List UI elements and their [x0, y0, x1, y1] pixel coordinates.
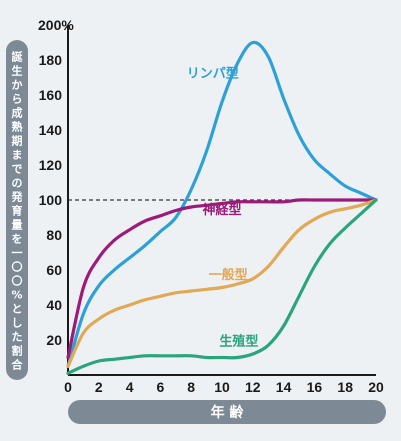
series-line-reproductive	[66, 198, 378, 375]
y-tick-label: 60	[46, 262, 62, 278]
y-axis-label-char: 成	[12, 106, 23, 120]
y-axis-label-char: %	[11, 289, 22, 302]
x-tick-label: 20	[368, 379, 384, 395]
x-tick-label: 10	[214, 379, 230, 395]
x-tick-label: 4	[126, 379, 134, 395]
y-tick-label: 20	[46, 332, 62, 348]
x-tick-label: 0	[64, 379, 72, 395]
series-line-neural	[66, 198, 378, 360]
x-tick-label: 14	[276, 379, 292, 395]
y-axis-label-char: 誕	[12, 50, 23, 64]
series-lines	[66, 40, 378, 375]
y-axis-label-char: 一	[12, 247, 23, 260]
x-ticks: 0 2 4 6 8 10 12 14 16 18 20	[64, 379, 384, 395]
x-tick-label: 2	[95, 379, 103, 395]
series-line-lymphatic	[66, 40, 378, 368]
y-axis-label-pill	[6, 40, 28, 380]
y-axis-label-char: た	[12, 331, 23, 344]
x-tick-label: 18	[337, 379, 353, 395]
y-tick-label: 80	[46, 227, 62, 243]
y-axis-label-char: を	[12, 233, 23, 246]
y-axis-label-char: 〇	[12, 260, 23, 274]
x-tick-label: 8	[187, 379, 195, 395]
y-tick-label: 100	[39, 192, 63, 208]
y-axis-label-char: で	[12, 163, 23, 176]
y-axis-label-char: 〇	[12, 274, 23, 288]
y-axis-label-char: か	[12, 79, 23, 92]
x-tick-label: 16	[307, 379, 323, 395]
y-tick-label: 140	[39, 122, 63, 138]
y-axis-label-char: 熟	[12, 120, 23, 134]
y-axis-label-char: 量	[12, 219, 23, 232]
y-tick-label: 200%	[38, 17, 74, 33]
series-line-general	[66, 198, 378, 368]
y-axis-label-char: 合	[12, 358, 24, 372]
y-axis-label-char: 割	[12, 344, 23, 358]
y-axis-label-char: 発	[11, 190, 24, 204]
y-axis-label-char: 生	[12, 64, 23, 78]
y-ticks: 20 40 60 80 100 120 140 160 180 200%	[38, 17, 74, 348]
y-axis-label-char: 期	[12, 134, 23, 148]
x-tick-label: 12	[245, 379, 261, 395]
y-axis-label-char: ら	[12, 93, 23, 106]
y-axis-label-char: の	[12, 177, 23, 190]
y-axis-label-char: 育	[12, 204, 23, 218]
y-tick-label: 40	[46, 297, 62, 313]
x-axis-label: 年 齢	[211, 404, 245, 421]
y-tick-label: 160	[39, 87, 63, 103]
y-axis-label-char: し	[12, 317, 23, 330]
series-label-lymphatic: リンパ型	[187, 66, 239, 82]
series-label-reproductive: 生殖型	[219, 333, 258, 349]
x-axis-label-pill	[68, 400, 386, 424]
series-label-general: 一般型	[209, 267, 248, 283]
y-tick-label: 180	[39, 52, 63, 68]
series-label-neural: 神経型	[202, 202, 241, 218]
y-tick-label: 120	[39, 157, 63, 173]
x-tick-label: 6	[157, 379, 165, 395]
y-axis-label-char: と	[12, 303, 23, 316]
y-axis-label-char: ま	[12, 149, 23, 162]
